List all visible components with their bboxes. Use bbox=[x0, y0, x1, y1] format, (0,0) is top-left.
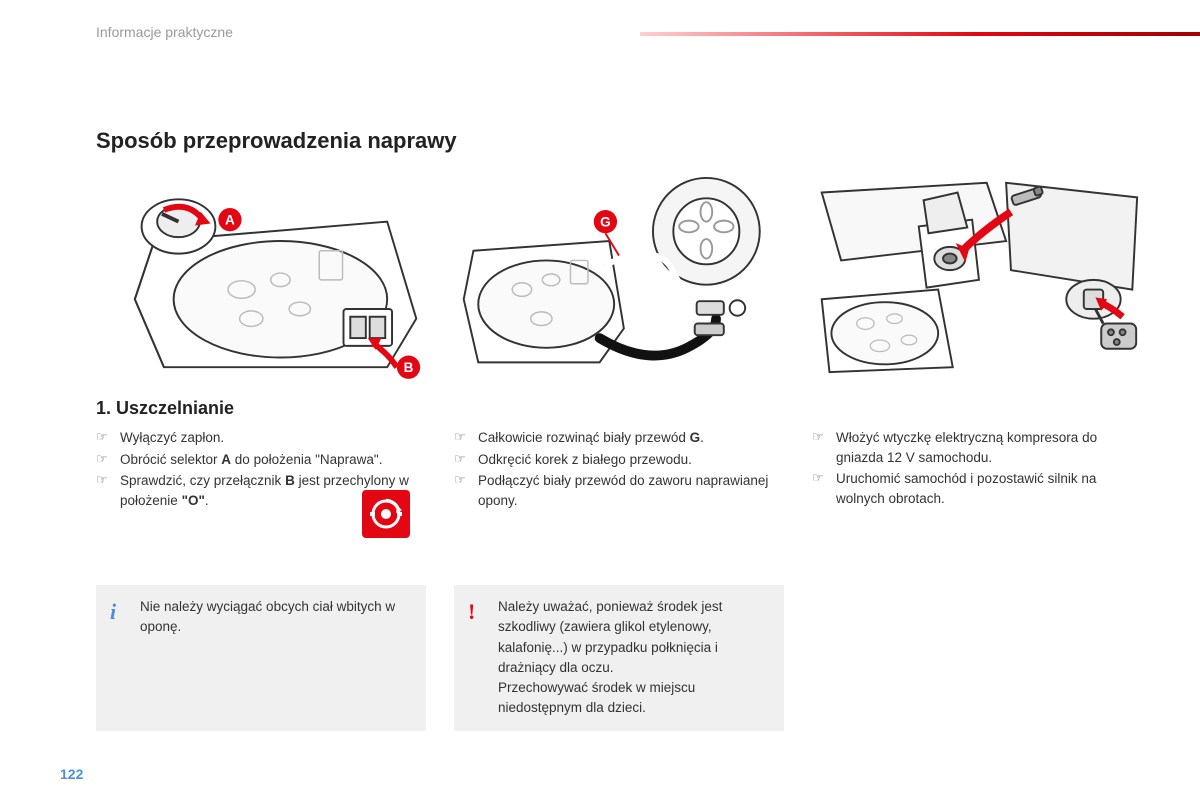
empty-box-placeholder bbox=[812, 585, 1142, 731]
col1-item-2: Obrócić selektor A do położenia "Naprawa… bbox=[96, 450, 426, 470]
col-2: Całkowicie rozwinąć biały przewód G. Odk… bbox=[454, 428, 784, 512]
main-title: Sposób przeprowadzenia naprawy bbox=[96, 128, 457, 154]
col2-item-2: Odkręcić korek z białego przewodu. bbox=[454, 450, 784, 470]
warning-notice-box: ! Należy uważać, ponieważ środek jest sz… bbox=[454, 585, 784, 731]
header-section-label: Informacje praktyczne bbox=[96, 24, 233, 40]
instruction-columns: Wyłączyć zapłon. Obrócić selektor A do p… bbox=[96, 428, 1142, 512]
col2-item-1: Całkowicie rozwinąć biały przewód G. bbox=[454, 428, 784, 448]
illustration-compressor-selector: A B bbox=[96, 170, 426, 380]
label-g-text: G bbox=[600, 214, 611, 229]
col3-item-1: Włożyć wtyczkę elektryczną kompresora do… bbox=[812, 428, 1142, 467]
repair-mode-icon bbox=[362, 490, 410, 538]
info-notice-box: i Nie należy wyciągać obcych ciał wbityc… bbox=[96, 585, 426, 731]
col2-item-3: Podłączyć biały przewód do zaworu napraw… bbox=[454, 471, 784, 510]
section-1-title: 1. Uszczelnianie bbox=[96, 398, 234, 419]
info-notice-text: Nie należy wyciągać obcych ciał wbitych … bbox=[140, 599, 395, 634]
col1-item-1: Wyłączyć zapłon. bbox=[96, 428, 426, 448]
notice-boxes-row: i Nie należy wyciągać obcych ciał wbityc… bbox=[96, 585, 1142, 731]
label-a-text: A bbox=[225, 213, 235, 228]
illustrations-row: A B bbox=[96, 170, 1142, 380]
warning-icon: ! bbox=[468, 595, 475, 628]
header-stripe bbox=[640, 32, 1200, 36]
page-number: 122 bbox=[60, 766, 83, 782]
label-b-text: B bbox=[404, 360, 414, 375]
info-icon: i bbox=[110, 595, 116, 628]
illustration-plug-12v bbox=[812, 170, 1142, 380]
col3-item-2: Uruchomić samochód i pozostawić silnik n… bbox=[812, 469, 1142, 508]
page-header: Informacje praktyczne bbox=[96, 24, 1200, 52]
illustration-hose-to-valve: G bbox=[454, 170, 784, 380]
warning-notice-text: Należy uważać, ponieważ środek jest szko… bbox=[498, 599, 722, 715]
col-3: Włożyć wtyczkę elektryczną kompresora do… bbox=[812, 428, 1142, 512]
